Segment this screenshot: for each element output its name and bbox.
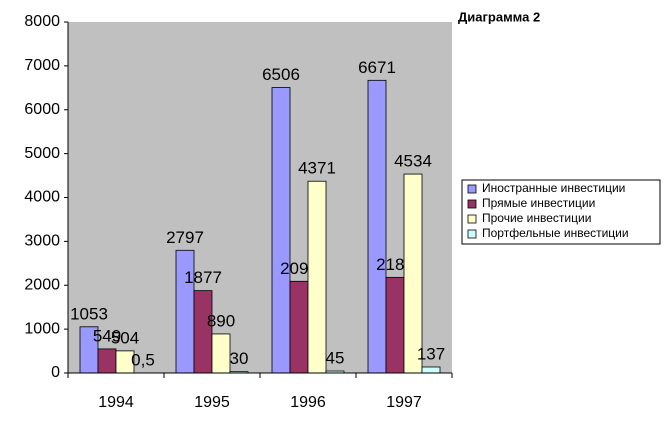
y-tick-label: 6000 xyxy=(24,101,60,118)
x-tick-label: 1995 xyxy=(194,394,230,411)
legend-label: Иностранные инвестиции xyxy=(482,181,625,195)
bar xyxy=(97,348,117,374)
data-label: 30 xyxy=(230,349,249,368)
y-tick-label: 3000 xyxy=(24,233,60,250)
data-label: 45 xyxy=(326,349,345,368)
x-tick-label: 1996 xyxy=(290,394,326,411)
y-tick-label: 0 xyxy=(51,364,60,381)
bar xyxy=(367,79,387,374)
data-label: 4534 xyxy=(394,152,432,171)
legend-box xyxy=(461,179,661,245)
chart-title: Диаграмма 2 xyxy=(458,9,540,24)
data-label: 890 xyxy=(207,311,235,330)
y-tick-label: 2000 xyxy=(24,276,60,293)
data-label: 1877 xyxy=(184,268,222,287)
x-tick-label: 1997 xyxy=(386,394,422,411)
bar xyxy=(271,87,291,374)
legend-swatch xyxy=(467,184,477,194)
bar xyxy=(385,276,405,374)
bar xyxy=(193,290,213,374)
bar xyxy=(211,333,231,374)
legend-label: Прямые инвестиции xyxy=(482,196,595,210)
legend-label: Портфельные инвестиции xyxy=(482,226,629,240)
data-label: 6506 xyxy=(262,65,300,84)
data-label: 504 xyxy=(111,328,139,347)
bar xyxy=(421,366,441,374)
y-tick-label: 1000 xyxy=(24,320,60,337)
data-label: 1053 xyxy=(70,304,108,323)
y-tick-label: 5000 xyxy=(24,145,60,162)
legend-swatch xyxy=(467,214,477,224)
x-tick-label: 1994 xyxy=(98,394,134,411)
data-label: 4371 xyxy=(298,159,336,178)
legend-swatch xyxy=(467,199,477,209)
bar xyxy=(403,173,423,374)
y-tick-label: 8000 xyxy=(24,13,60,30)
data-label: 6671 xyxy=(358,58,396,77)
data-label: 2797 xyxy=(166,228,204,247)
y-tick-label: 4000 xyxy=(24,189,60,206)
data-label: 137 xyxy=(417,344,445,363)
legend-label: Прочие инвестиции xyxy=(482,211,591,225)
y-tick-label: 7000 xyxy=(24,57,60,74)
bar xyxy=(289,280,309,374)
data-label: 0,5 xyxy=(131,350,155,369)
bar xyxy=(307,180,327,374)
data-label: 549 xyxy=(93,326,121,345)
legend-swatch xyxy=(467,229,477,239)
